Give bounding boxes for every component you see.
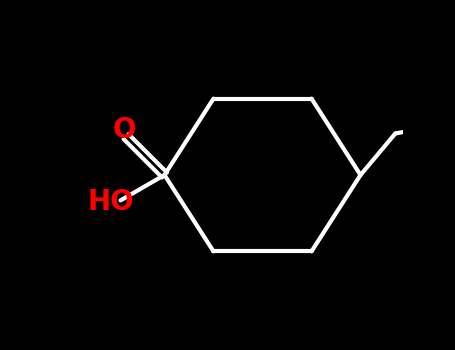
Text: O: O bbox=[113, 116, 136, 144]
Text: HO: HO bbox=[87, 188, 134, 216]
